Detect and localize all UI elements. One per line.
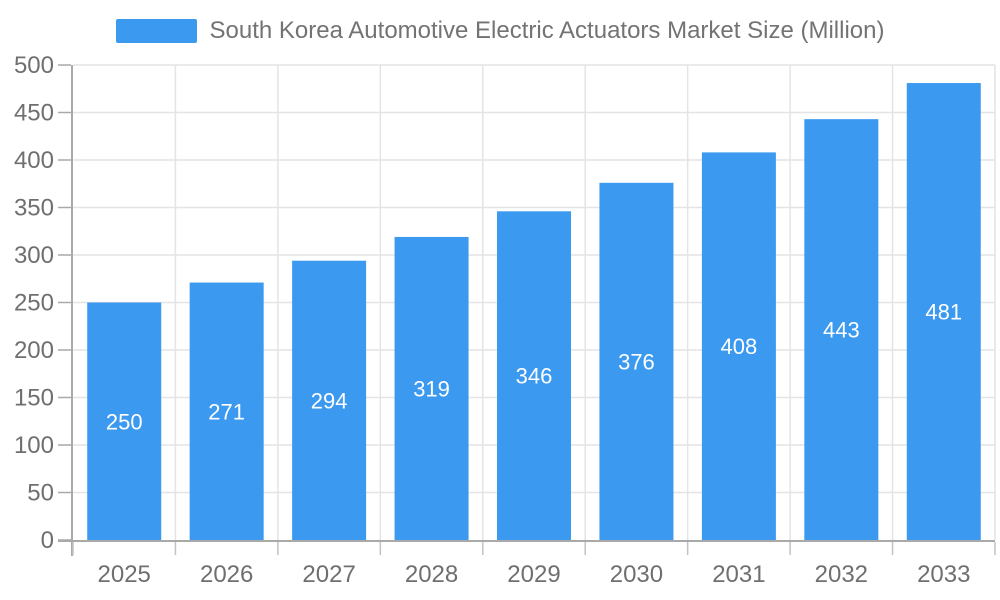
x-axis-tick-label: 2026 bbox=[200, 561, 253, 588]
bar-2030[interactable] bbox=[599, 182, 674, 541]
y-axis-tick-label: 200 bbox=[14, 337, 54, 364]
bar-value-label: 294 bbox=[311, 388, 348, 413]
x-axis-tick-label: 2025 bbox=[98, 561, 151, 588]
bar-2029[interactable] bbox=[497, 211, 571, 541]
y-axis-tick-label: 0 bbox=[41, 527, 54, 554]
bar-2027[interactable] bbox=[292, 260, 367, 540]
y-axis-tick-label: 350 bbox=[14, 195, 54, 222]
bar-value-label: 271 bbox=[208, 399, 245, 424]
x-axis-tick-label: 2032 bbox=[815, 561, 868, 588]
x-axis-tick-label: 2031 bbox=[712, 561, 765, 588]
bar-2028[interactable] bbox=[394, 236, 469, 540]
bar-2033[interactable] bbox=[906, 83, 981, 541]
bar-2031[interactable] bbox=[701, 152, 776, 540]
bar-2025[interactable] bbox=[87, 302, 162, 541]
bar-value-label: 346 bbox=[516, 364, 553, 389]
x-axis-tick-label: 2030 bbox=[610, 561, 663, 588]
bar-value-label: 319 bbox=[413, 376, 450, 401]
bar-value-label: 408 bbox=[721, 334, 758, 359]
bar-value-label: 376 bbox=[618, 349, 655, 374]
bar-value-label: 481 bbox=[925, 300, 962, 325]
y-axis-tick-label: 450 bbox=[14, 100, 54, 127]
chart-legend[interactable]: South Korea Automotive Electric Actuator… bbox=[0, 18, 1000, 44]
bar-value-label: 250 bbox=[106, 409, 143, 434]
x-axis-tick-label: 2028 bbox=[405, 561, 458, 588]
y-axis-tick-label: 400 bbox=[14, 147, 54, 174]
y-axis-tick-label: 250 bbox=[14, 290, 54, 317]
x-axis-tick-label: 2027 bbox=[302, 561, 355, 588]
bar-value-label: 443 bbox=[823, 318, 860, 343]
x-axis-tick-label: 2029 bbox=[507, 561, 560, 588]
bar-2032[interactable] bbox=[804, 119, 879, 541]
y-axis-tick-label: 150 bbox=[14, 385, 54, 412]
y-axis-tick-label: 300 bbox=[14, 242, 54, 269]
legend-label: South Korea Automotive Electric Actuator… bbox=[209, 17, 885, 44]
legend-swatch bbox=[115, 19, 197, 43]
x-axis-tick-label: 2033 bbox=[917, 561, 970, 588]
y-axis-tick-label: 100 bbox=[14, 432, 54, 459]
y-axis-tick-label: 50 bbox=[27, 480, 54, 507]
bar-2026[interactable] bbox=[189, 282, 264, 540]
y-axis-tick-label: 500 bbox=[14, 52, 54, 79]
